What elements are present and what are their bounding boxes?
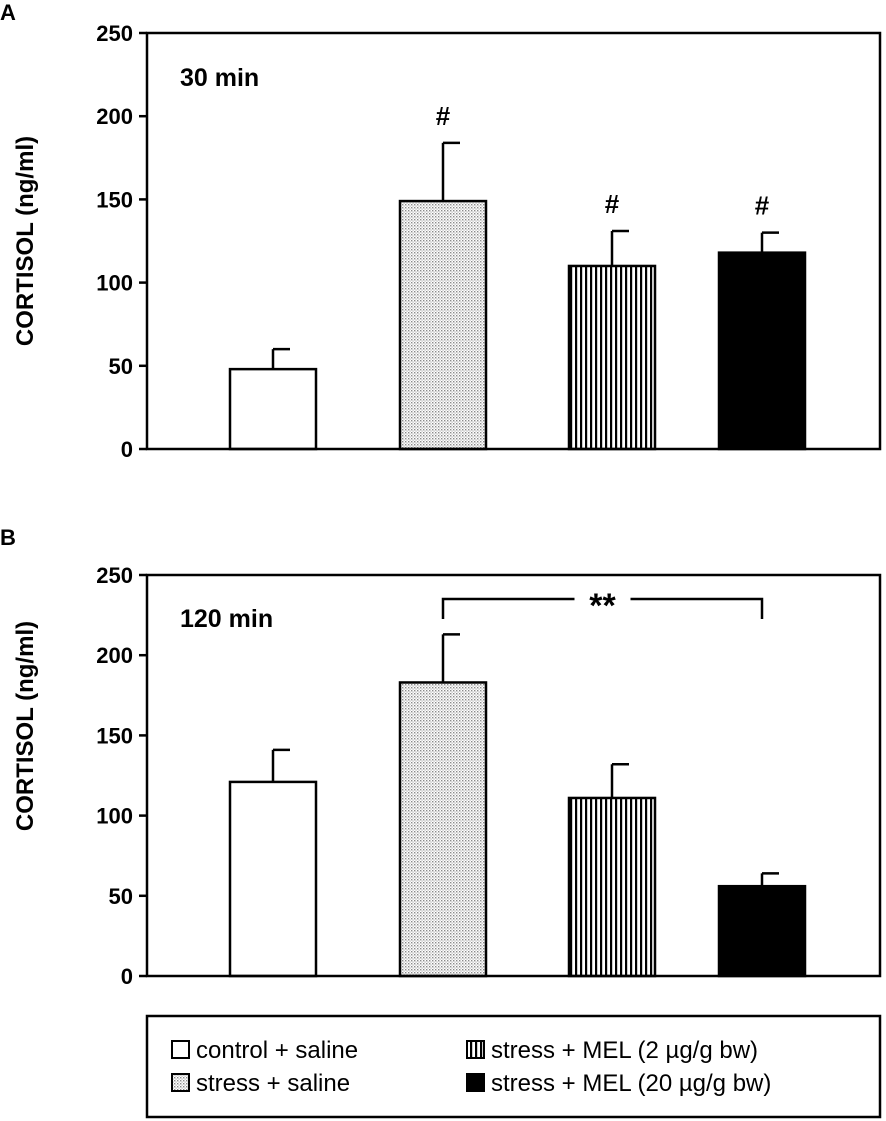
plot-frame (145, 31, 882, 451)
bar (398, 681, 488, 978)
significance-mark: # (605, 189, 620, 219)
y-tick-label: 200 (96, 643, 133, 668)
panel-letter: A (0, 0, 16, 25)
significance-label: ** (589, 587, 616, 625)
panel-a: A CORTISOL (ng/ml) 30 min 0 50 100 150 200 25… (0, 0, 882, 462)
legend-box (145, 1014, 882, 1119)
panel-b: B CORTISOL (ng/ml) 120 min 0 50 100 150 200 2… (0, 525, 882, 989)
y-tick-label: 250 (96, 563, 133, 588)
significance-mark: # (755, 191, 770, 221)
y-axis-label: CORTISOL (ng/ml) (12, 136, 39, 346)
legend-swatch (171, 1073, 190, 1092)
y-tick-label: 0 (121, 437, 133, 462)
bar (567, 264, 657, 451)
legend-item: stress + saline (171, 1070, 350, 1097)
y-tick-label: 50 (109, 884, 133, 909)
y-axis-label: CORTISOL (ng/ml) (12, 621, 39, 831)
legend-label: stress + MEL (2 µg/g bw) (491, 1037, 758, 1064)
panel-title: 120 min (180, 605, 273, 633)
legend-swatch (466, 1040, 485, 1059)
y-tick-label: 150 (96, 187, 133, 212)
y-tick-label: 150 (96, 723, 133, 748)
bar (567, 796, 657, 978)
bar (717, 884, 807, 978)
legend-item: stress + MEL (2 µg/g bw) (466, 1037, 758, 1064)
y-tick-label: 250 (96, 21, 133, 46)
y-tick-label: 200 (96, 104, 133, 129)
bar (398, 199, 488, 451)
legend-label: stress + MEL (20 µg/g bw) (491, 1070, 771, 1097)
significance-mark: # (436, 101, 451, 131)
significance-bracket (441, 597, 764, 619)
bar (228, 367, 318, 451)
plot-frame (145, 573, 882, 978)
bar (717, 251, 807, 451)
panel-title: 30 min (180, 64, 259, 92)
y-tick-label: 0 (121, 964, 133, 989)
bar (228, 780, 318, 978)
legend-swatch (171, 1040, 190, 1059)
y-tick-label: 100 (96, 804, 133, 829)
legend-swatch (466, 1073, 485, 1092)
y-tick-label: 100 (96, 271, 133, 296)
y-tick-label: 50 (109, 354, 133, 379)
legend-label: control + saline (196, 1037, 358, 1064)
panel-letter: B (0, 525, 16, 550)
legend-item: control + saline (171, 1037, 358, 1064)
legend-label: stress + saline (196, 1070, 350, 1097)
legend: control + saline stress + MEL (2 µg/g bw)… (145, 1014, 882, 1119)
legend-item: stress + MEL (20 µg/g bw) (466, 1070, 771, 1097)
